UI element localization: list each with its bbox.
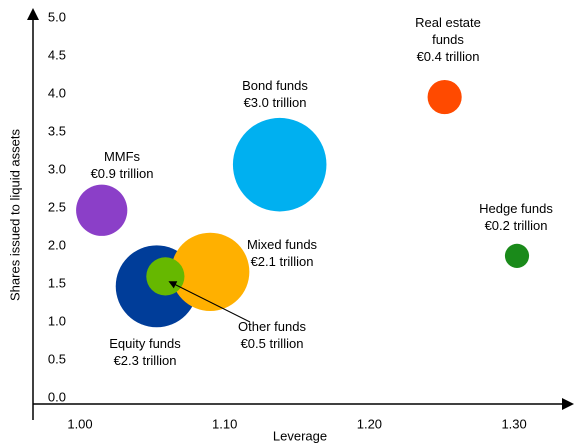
- bubble: [504, 243, 530, 268]
- value-label: €0.2 trillion: [484, 218, 548, 233]
- y-tick-label: 4.5: [48, 47, 66, 62]
- bubble-label: MMFs €0.9 trillion: [72, 148, 172, 182]
- x-tick-label: 1.10: [212, 416, 237, 431]
- series-name: Real estate funds: [415, 15, 481, 47]
- bubble-label: Mixed funds €2.1 trillion: [222, 236, 342, 270]
- pointer-arrow: [168, 281, 251, 323]
- series-name: Other funds: [238, 319, 306, 334]
- bubble: [146, 257, 185, 296]
- bubble-label: Real estate funds €0.4 trillion: [408, 14, 488, 65]
- value-label: €2.1 trillion: [250, 254, 314, 269]
- bubble: [232, 117, 327, 212]
- x-tick-label: 1.30: [501, 416, 526, 431]
- y-tick-label: 2.0: [48, 237, 66, 252]
- y-tick-label: 3.0: [48, 161, 66, 176]
- y-tick-label: 0.0: [48, 389, 66, 404]
- value-label: €0.5 trillion: [240, 336, 304, 351]
- y-tick-label: 5.0: [48, 9, 66, 24]
- bubble: [171, 232, 250, 311]
- y-tick-label: 1.5: [48, 275, 66, 290]
- bubble-label: Bond funds €3.0 trillion: [210, 77, 340, 111]
- x-tick-label: 1.20: [357, 416, 382, 431]
- value-label: €2.3 trillion: [113, 353, 177, 368]
- value-label: €3.0 trillion: [243, 95, 307, 110]
- bubble: [76, 184, 128, 236]
- y-tick-label: 1.0: [48, 313, 66, 328]
- bubble-label: Equity funds €2.3 trillion: [85, 335, 205, 369]
- series-name: Equity funds: [109, 336, 181, 351]
- series-name: Mixed funds: [246, 237, 318, 252]
- bubble-label: Hedge funds €0.2 trillion: [451, 200, 576, 234]
- value-label: €0.9 trillion: [90, 166, 154, 181]
- value-label: €0.4 trillion: [416, 49, 480, 64]
- bubble-label: Other funds €0.5 trillion: [212, 318, 332, 352]
- y-tick-label: 0.5: [48, 351, 66, 366]
- x-axis-title: Leverage: [273, 428, 327, 443]
- x-tick-label: 1.00: [67, 416, 92, 431]
- bubble: [427, 79, 462, 115]
- series-name: MMFs: [103, 149, 141, 164]
- y-tick-label: 2.5: [48, 199, 66, 214]
- series-name: Bond funds: [242, 78, 308, 93]
- y-tick-label: 4.0: [48, 85, 66, 100]
- y-axis-title: Shares issued to liquid assets: [7, 129, 22, 301]
- series-name: Hedge funds: [479, 201, 553, 216]
- y-tick-label: 3.5: [48, 123, 66, 138]
